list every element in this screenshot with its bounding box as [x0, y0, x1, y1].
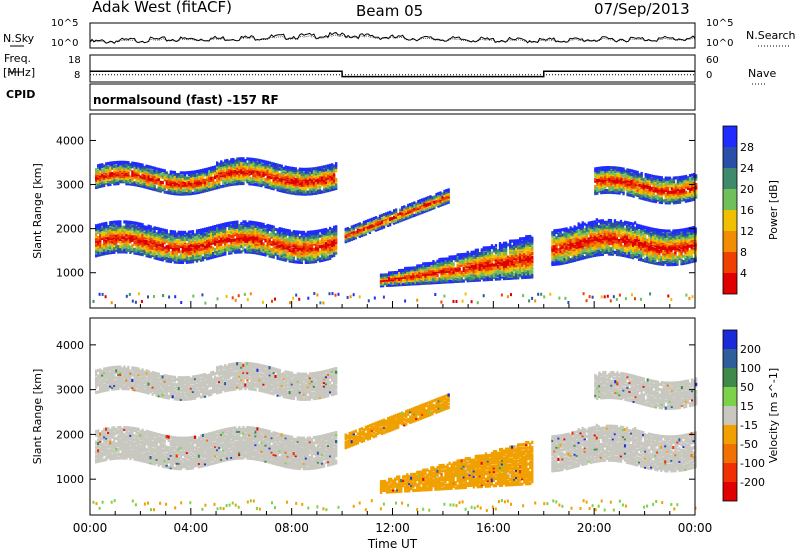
velocity-ytick-label: 4000 [56, 339, 84, 352]
noise-tick-bottom-right: 10^0 [706, 38, 734, 49]
station-title: Adak West (fitACF) [92, 0, 232, 16]
noise-tick-bottom-left: 10^0 [51, 38, 79, 49]
power-colorbar-tick: 4 [740, 267, 747, 280]
velocity-colorbar-tick: 50 [740, 381, 754, 394]
velocity-colorbar-tick: -200 [740, 476, 765, 489]
velocity-ytick-label: 1000 [56, 473, 84, 486]
velocity-ytick-label: 3000 [56, 384, 84, 397]
power-colorbar-tick: 24 [740, 162, 754, 175]
noise-series-nsearch [89, 34, 696, 44]
velocity-colorbar-tick: -100 [740, 457, 765, 470]
velocity-colorbar-cell [723, 349, 737, 368]
noise-panel-frame [89, 22, 696, 49]
power-colorbar-cell [723, 147, 737, 168]
power-ytick-label: 1000 [56, 267, 84, 280]
power-colorbar-cell [723, 126, 737, 147]
power-colorbar-label: Power [dB] [767, 180, 780, 240]
noise-tick-top-left: 10^5 [51, 18, 79, 29]
velocity-colorbar-cell [723, 368, 737, 387]
velocity-colorbar-cell [723, 387, 737, 406]
velocity-colorbar-cell [723, 425, 737, 444]
power-ytick-label: 2000 [56, 223, 84, 236]
freq-label-line1: Freq. [4, 52, 32, 65]
velocity-colorbar-tick: 200 [740, 343, 761, 356]
xtick-label: 16:00 [476, 521, 511, 535]
velocity-colorbar-cell [723, 482, 737, 501]
power-ytick-label: 4000 [56, 134, 84, 147]
freq-line [90, 70, 695, 78]
freq-tick-18: 18 [68, 55, 81, 66]
power-colorbar-tick: 16 [740, 204, 754, 217]
x-axis-label: Time UT [367, 537, 418, 551]
power-ylabel: Slant Range [km] [31, 163, 44, 259]
noise-series-nsky [89, 31, 696, 45]
velocity-colorbar-frame [722, 329, 738, 502]
velocity-colorbar-tick: 15 [740, 400, 754, 413]
xtick-label: 04:00 [174, 521, 209, 535]
cpid-panel-frame [89, 83, 696, 111]
nsearch-label: N.Search [746, 29, 796, 42]
freq-tick-8: 8 [74, 70, 81, 81]
velocity-ytick-label: 2000 [56, 428, 84, 441]
power-colorbar-cell [723, 231, 737, 252]
velocity-colorbar-cell [723, 330, 737, 349]
power-colorbar-tick: 20 [740, 183, 754, 196]
xtick-label: 00:00 [678, 521, 713, 535]
power-colorbar-cell [723, 252, 737, 273]
power-colorbar-cell [723, 189, 737, 210]
xtick-label: 00:00 [73, 521, 108, 535]
power-colorbar-tick: 12 [740, 225, 754, 238]
velocity-colorbar-label: Velocity [m s^-1] [767, 368, 780, 463]
cpid-text: normalsound (fast) -157 RF [93, 93, 279, 107]
velocity-colorbar-tick: -15 [740, 419, 758, 432]
power-colorbar-cell [723, 168, 737, 189]
beam-title: Beam 05 [356, 2, 424, 20]
xtick-label: 12:00 [375, 521, 410, 535]
noise-tick-top-right: 10^5 [706, 18, 734, 29]
nsky-label: N.Sky [3, 32, 35, 45]
freq-panel-frame [89, 54, 696, 83]
power-colorbar-tick: 8 [740, 246, 747, 259]
nave-tick-60: 60 [706, 55, 719, 66]
velocity-colorbar-tick: 100 [740, 362, 761, 375]
velocity-colorbar-cell [723, 406, 737, 425]
power-colorbar-cell [723, 273, 737, 294]
power-colorbar-tick: 28 [740, 141, 754, 154]
nave-label: Nave [748, 67, 777, 80]
nave-tick-0: 0 [706, 70, 713, 81]
power-colorbar-cell [723, 210, 737, 231]
xtick-label: 20:00 [577, 521, 612, 535]
velocity-colorbar-tick: -50 [740, 438, 758, 451]
power-colorbar-frame [722, 125, 738, 295]
velocity-colorbar-cell [723, 444, 737, 463]
xtick-label: 08:00 [274, 521, 309, 535]
velocity-colorbar-cell [723, 463, 737, 482]
velocity-ylabel: Slant Range [km] [31, 369, 44, 465]
cpid-label: CPID [6, 88, 36, 101]
date-title: 07/Sep/2013 [594, 0, 690, 18]
power-ytick-label: 3000 [56, 179, 84, 192]
